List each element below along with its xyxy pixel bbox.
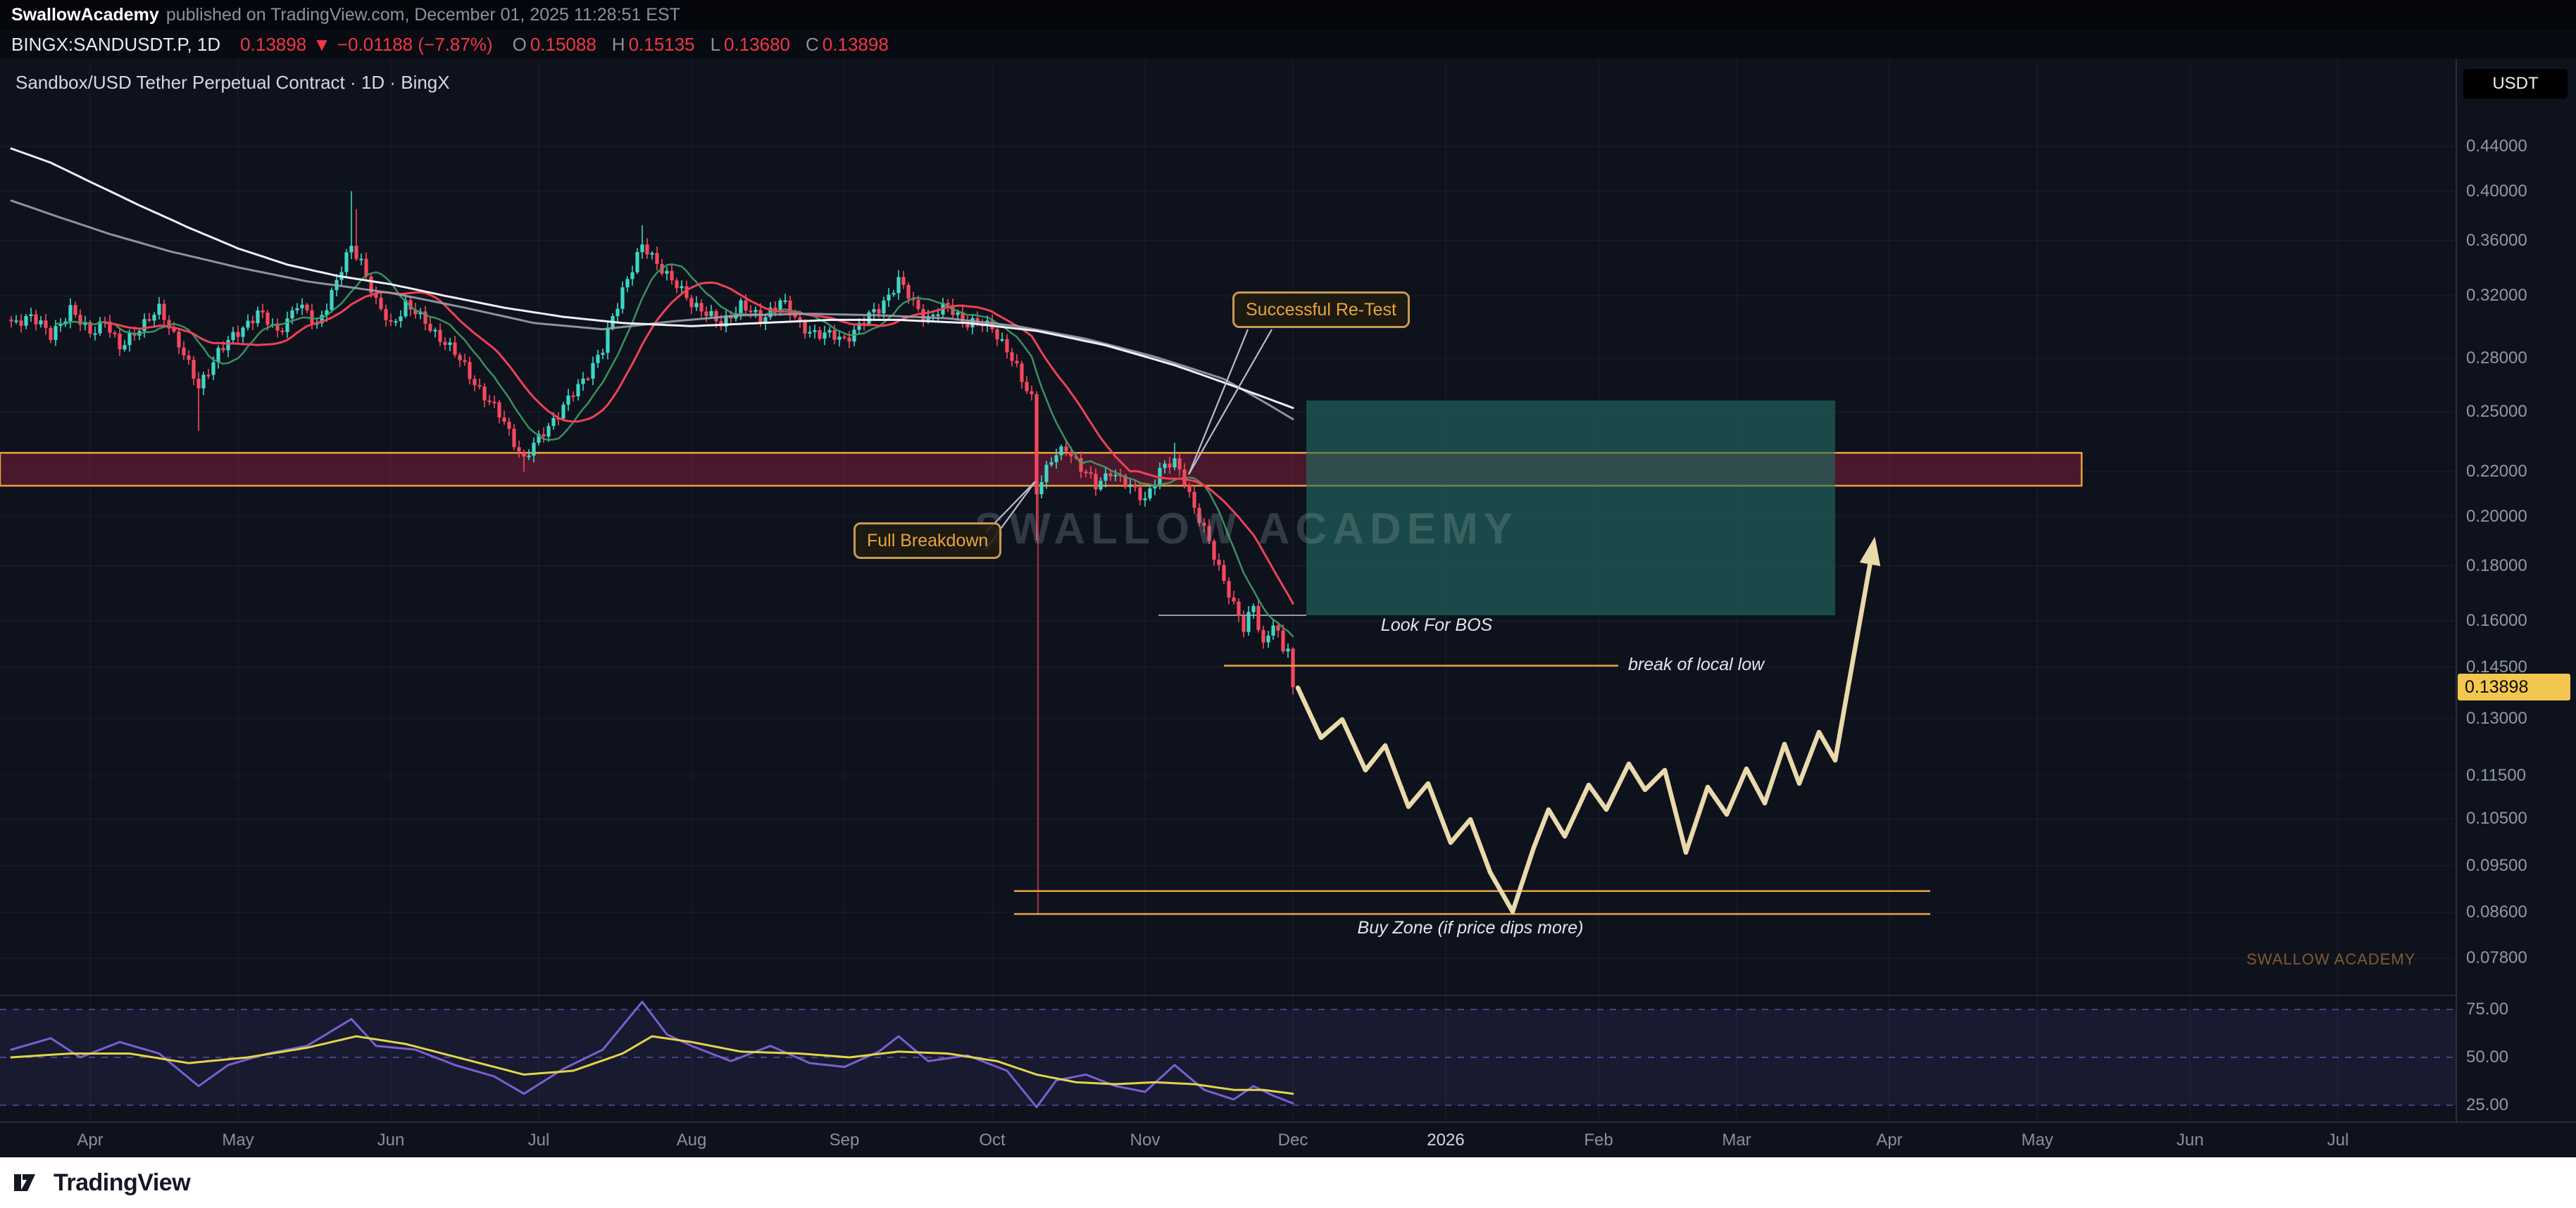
rsi-axis-label: 50.00	[2466, 1047, 2509, 1067]
buy-zone-label: Buy Zone (if price dips more)	[1357, 918, 1584, 938]
price-change: −0.01188 (−7.87%)	[337, 33, 493, 55]
time-axis-label: Jun	[2176, 1131, 2204, 1150]
ohlc-item: H 0.15135	[611, 33, 695, 55]
price-axis-label: 0.22000	[2466, 462, 2527, 481]
symbol-bar: BINGX:SANDUSDT.P, 1D 0.13898 ▼ −0.01188 …	[0, 30, 2576, 59]
tradingview-logo-icon[interactable]	[13, 1170, 45, 1195]
look-for-bos-label: Look For BOS	[1380, 615, 1493, 635]
break-of-local-low-label: break of local low	[1628, 655, 1765, 674]
price-axis-label: 0.36000	[2466, 230, 2527, 250]
rsi-axis-label: 25.00	[2466, 1095, 2509, 1114]
retest-callout: Successful Re-Test	[1232, 291, 1410, 328]
time-axis-label: Jul	[2327, 1131, 2349, 1150]
time-axis-label: 2026	[1427, 1131, 1465, 1150]
current-price-tag: 0.13898	[2458, 674, 2570, 701]
time-axis[interactable]: Apr May Jun Jul Aug Sep Oct Nov Dec 2026 Feb Mar Apr…	[0, 1124, 2456, 1156]
time-axis-label: Aug	[676, 1131, 707, 1150]
publish-info: published on TradingView.com, December 0…	[165, 4, 680, 25]
publish-bar: SwallowAcademy published on TradingView.…	[0, 0, 2576, 30]
price-axis-label: 0.44000	[2466, 137, 2527, 156]
price-axis-label: 0.18000	[2466, 555, 2527, 575]
watermark-small: SWALLOW ACADEMY	[2246, 950, 2416, 968]
price-axis-label: 0.09500	[2466, 855, 2527, 875]
time-axis-label: Sep	[829, 1131, 860, 1150]
price-axis-label: 0.28000	[2466, 348, 2527, 368]
last-price: 0.13898	[240, 33, 307, 55]
price-axis-label: 0.11500	[2466, 766, 2526, 786]
chart-legend: Sandbox/USD Tether Perpetual Contract · …	[15, 72, 450, 93]
price-axis-label: 0.40000	[2466, 181, 2527, 201]
time-axis-label: Apr	[77, 1131, 104, 1150]
time-axis-label: Jul	[527, 1131, 550, 1150]
time-axis-label: May	[2021, 1131, 2053, 1150]
time-axis-label: Jun	[377, 1131, 405, 1150]
time-axis-label: Oct	[979, 1131, 1006, 1150]
time-axis-label: Apr	[1876, 1131, 1903, 1150]
price-axis-label: 0.08600	[2466, 902, 2527, 922]
ohlc-item: C 0.13898	[806, 33, 889, 55]
price-axis-label: 0.32000	[2466, 286, 2527, 306]
ohlc-values: O 0.15088 H 0.15135 L 0.13680 C 0.13898	[513, 34, 889, 56]
tradingview-logo-text[interactable]: TradingView	[54, 1169, 191, 1196]
rsi-axis-label: 75.00	[2466, 1000, 2509, 1019]
ohlc-item: L 0.13680	[710, 33, 791, 55]
down-arrow-icon: ▼	[313, 33, 331, 55]
price-axis-label: 0.13000	[2466, 708, 2527, 728]
time-axis-label: Feb	[1584, 1131, 1613, 1150]
watermark: SWALLOW ACADEMY	[974, 505, 1519, 553]
footer-bar: TradingView	[0, 1157, 2576, 1208]
time-axis-label: Nov	[1130, 1131, 1161, 1150]
price-axis-label: 0.25000	[2466, 401, 2527, 421]
price-axis-label: 0.14500	[2466, 657, 2527, 677]
price-axis-label: 0.07800	[2466, 948, 2527, 968]
symbol-title[interactable]: BINGX:SANDUSDT.P, 1D	[11, 33, 221, 55]
ohlc-item: O 0.15088	[512, 33, 596, 55]
price-axis-label: 0.16000	[2466, 611, 2527, 631]
breakdown-callout: Full Breakdown	[854, 522, 1002, 559]
publisher-name[interactable]: SwallowAcademy	[11, 4, 159, 25]
time-axis-label: Dec	[1277, 1131, 1308, 1150]
price-change-cluster: 0.13898 ▼ −0.01188 (−7.87%)	[240, 34, 492, 56]
price-axis-label: 0.10500	[2466, 809, 2527, 828]
currency-button[interactable]: USDT	[2463, 69, 2568, 99]
time-axis-label: May	[222, 1131, 254, 1150]
time-axis-label: Mar	[1722, 1131, 1751, 1150]
price-axis-label: 0.20000	[2466, 506, 2527, 526]
